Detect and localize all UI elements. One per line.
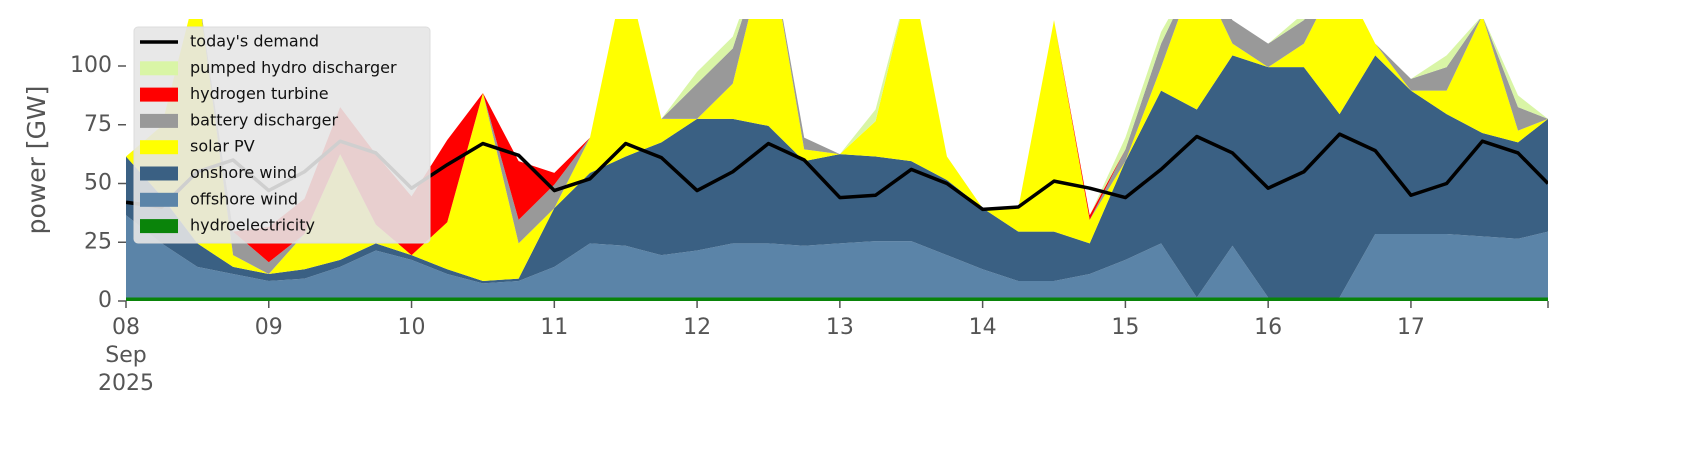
legend-label: hydroelectricity [190,216,315,235]
area [126,215,1548,298]
legend-label: onshore wind [190,163,297,182]
legend-swatch [140,192,178,207]
legend-swatch [140,113,178,128]
area [126,297,1548,301]
x-tick-label: 12 [683,315,712,340]
x-tick-label: 08 Sep 2025 [98,315,154,396]
x-tick-label: 11 [540,315,569,340]
y-tick-label: 100 [70,53,112,78]
x-tick-label: 16 [1254,315,1283,340]
y-tick-label: 75 [84,112,112,137]
legend-swatch [140,61,178,76]
legend-swatch [140,140,178,155]
legend-label: offshore wind [190,189,298,208]
x-tick-label: 17 [1396,315,1425,340]
x-tick-label: 15 [1111,315,1140,340]
y-tick-label: 25 [84,229,112,254]
x-tick-label: 14 [968,315,997,340]
legend-label: battery discharger [190,110,338,129]
legend-label: today's demand [190,32,319,51]
legend-swatch [140,87,178,102]
x-tick-label: 13 [825,315,854,340]
legend-label: pumped hydro discharger [190,58,397,77]
area [126,55,1548,298]
legend: today's demand pumped hydro discharger hyd… [133,26,431,244]
y-axis-label: power [GW] [22,86,51,235]
area [126,19,1548,282]
legend-label: hydrogen turbine [190,84,329,103]
legend-swatch [140,219,178,234]
x-tick-label: 10 [397,315,426,340]
legend-box [133,26,431,244]
y-tick-label: 50 [84,171,112,196]
x-tick-label: 09 [254,315,283,340]
legend-label: solar PV [190,137,255,156]
legend-swatch [140,166,178,181]
y-tick-label: 0 [98,288,112,313]
